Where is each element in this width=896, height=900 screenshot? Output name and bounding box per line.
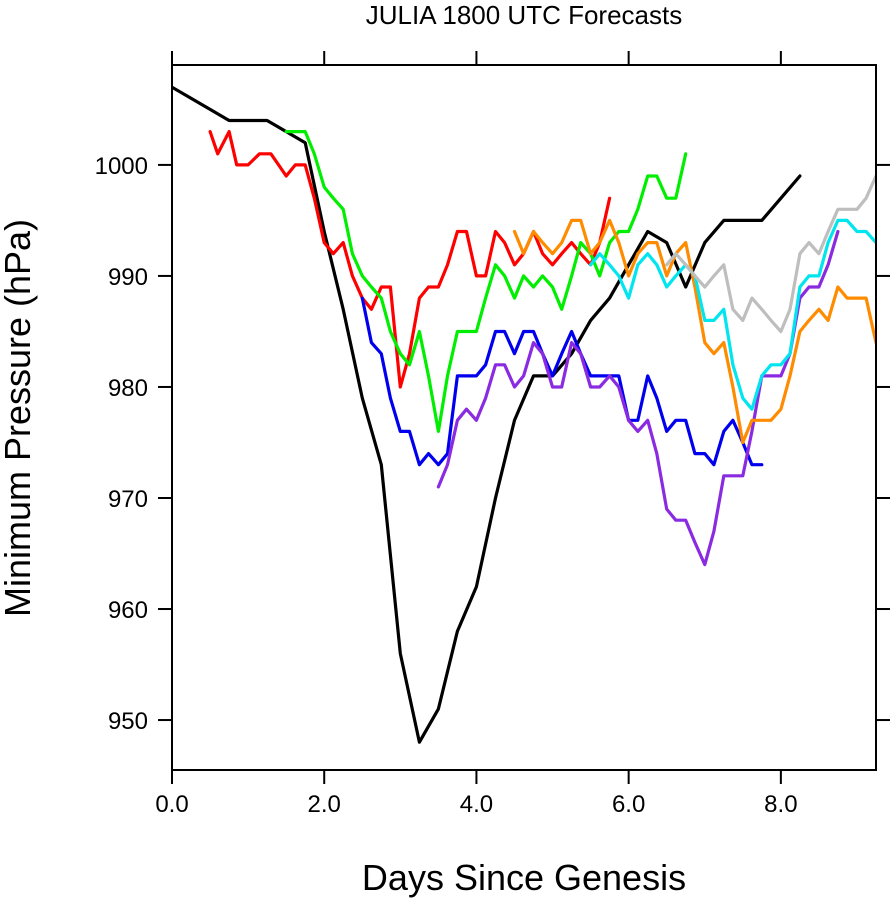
y-tick-label: 960 [108, 597, 148, 624]
plot-frame [171, 64, 877, 771]
y-axis-label: Minimum Pressure (hPa) [0, 219, 38, 617]
series-line-6 [512, 218, 876, 445]
y-tick-label: 970 [108, 486, 148, 513]
x-tick-label: 6.0 [612, 791, 645, 818]
chart-title: JULIA 1800 UTC Forecasts [366, 0, 682, 30]
x-tick-label: 2.0 [308, 791, 341, 818]
y-tick-label: 1000 [95, 153, 148, 180]
y-tick-label: 990 [108, 264, 148, 291]
series-line-1 [172, 85, 802, 744]
x-tick-label: 8.0 [764, 791, 797, 818]
series-line-4 [360, 296, 764, 467]
series-layer [172, 85, 876, 744]
y-tick-label: 980 [108, 375, 148, 402]
series-line-2 [208, 130, 612, 389]
series-line-8 [665, 174, 876, 334]
series-line-7 [588, 218, 876, 411]
ticks-layer: 0.0 2.0 4.0 6.0 8.0 950 960 970 980 990 1000 [95, 51, 890, 818]
series-line-5 [436, 229, 840, 567]
x-axis-label: Days Since Genesis [362, 857, 686, 898]
y-tick-label: 950 [108, 708, 148, 735]
series-line-3 [284, 130, 688, 433]
x-tick-label: 4.0 [460, 791, 493, 818]
x-tick-label: 0.0 [155, 791, 188, 818]
